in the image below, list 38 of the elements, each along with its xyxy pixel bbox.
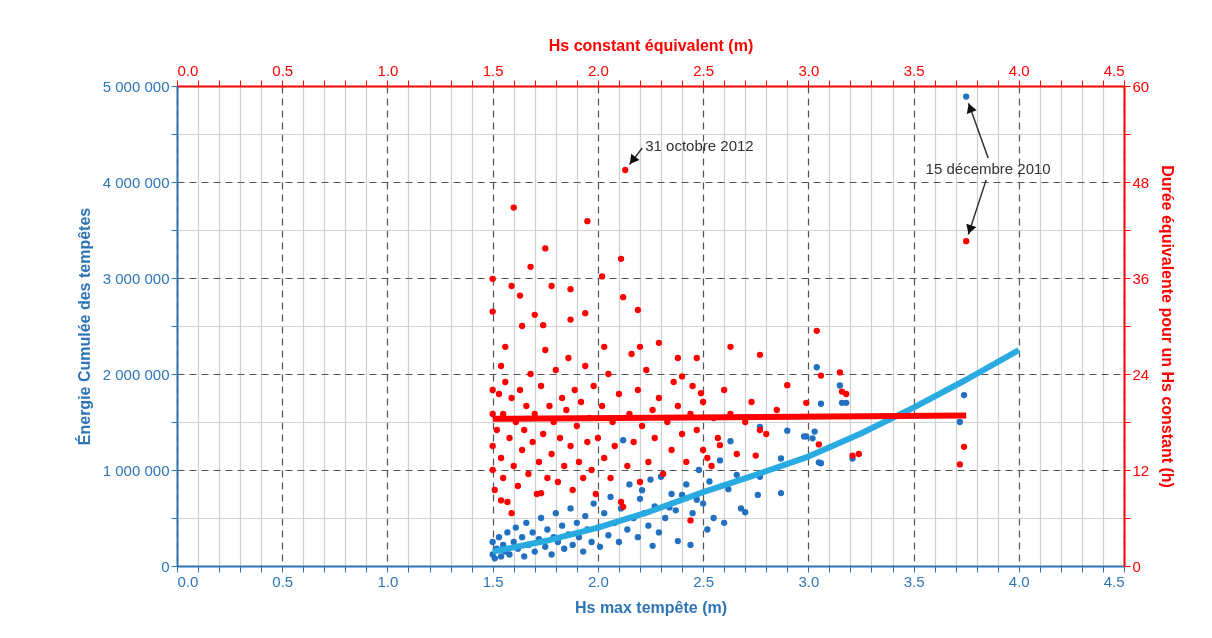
x2-tick-label: 4.5 [1103, 61, 1125, 79]
x-tick-label: 3.0 [798, 572, 820, 590]
y-tick-label: 2 000 000 [102, 365, 170, 383]
x2-tick-label: 3.0 [798, 61, 820, 79]
x-tick-label: 1.5 [482, 572, 504, 590]
y2-tick-label: 60 [1132, 77, 1150, 95]
x-tick-label: 2.0 [587, 572, 609, 590]
x-axis-title: Hs max tempête (m) [574, 598, 728, 616]
x2-axis-title: Hs constant équivalent (m) [548, 36, 754, 54]
y2-tick-label: 0 [1132, 557, 1141, 575]
y-tick-label: 0 [161, 557, 170, 575]
x-tick-label: 4.5 [1103, 572, 1125, 590]
x2-tick-label: 2.0 [587, 61, 609, 79]
y-axis-title: Énergie Cumulée des tempêtes [74, 207, 93, 446]
x-tick-label: 1.0 [377, 572, 399, 590]
x2-tick-label: 2.5 [693, 61, 715, 79]
annotation: 31 octobre 2012 [645, 137, 754, 154]
x2-tick-label: 0.5 [272, 61, 294, 79]
annotation: 15 décembre 2010 [925, 159, 1051, 177]
x2-tick-label: 1.0 [377, 61, 399, 79]
y-tick-label: 1 000 000 [102, 461, 170, 479]
y2-tick-label: 36 [1132, 269, 1150, 287]
x-tick-label: 2.5 [693, 572, 715, 590]
y2-axis-title: Durée équivalente pour un Hs constant (h) [1159, 165, 1177, 488]
x-tick-label: 0.5 [272, 572, 294, 590]
x2-tick-label: 0.0 [177, 61, 199, 79]
y2-tick-label: 12 [1132, 461, 1150, 479]
y-tick-label: 4 000 000 [102, 173, 170, 191]
y2-tick-label: 48 [1132, 173, 1150, 191]
x-tick-label: 4.0 [1008, 572, 1030, 590]
x2-tick-label: 4.0 [1008, 61, 1030, 79]
x2-tick-label: 1.5 [482, 61, 504, 79]
x2-tick-label: 3.5 [903, 61, 925, 79]
y2-tick-label: 24 [1132, 365, 1150, 383]
x-tick-label: 0.0 [177, 572, 199, 590]
y-tick-label: 5 000 000 [102, 77, 170, 95]
x-tick-label: 3.5 [903, 572, 925, 590]
y-tick-label: 3 000 000 [102, 269, 170, 287]
